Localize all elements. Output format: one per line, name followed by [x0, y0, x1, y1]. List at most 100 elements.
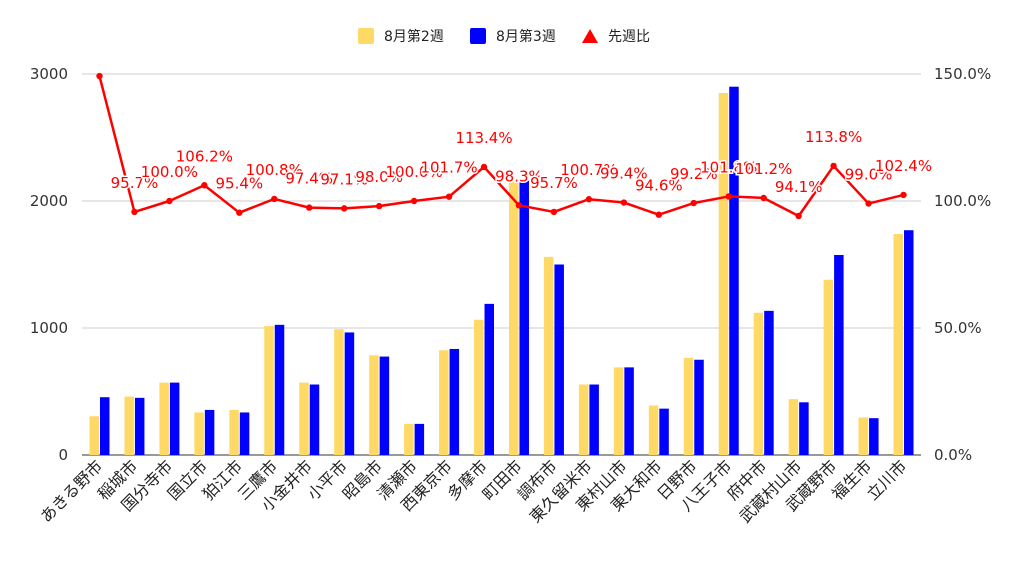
- ratio-data-label: 95.7%: [111, 174, 159, 192]
- bar-week2: [788, 399, 799, 455]
- legend-label: 8月第3週: [496, 28, 556, 45]
- ratio-data-label: 98.0%: [355, 168, 403, 186]
- ratio-point: [620, 199, 628, 206]
- ratio-data-label: 99.0%: [845, 166, 893, 184]
- bar-week2: [543, 256, 554, 455]
- bar-week2: [683, 357, 694, 455]
- gridlines: [82, 73, 921, 456]
- legend-triangle-icon: [582, 29, 598, 43]
- legend-label: 8月第2週: [384, 28, 444, 45]
- bar-week2: [613, 367, 624, 455]
- bar-week3: [624, 367, 634, 455]
- y-left-tick-label: 3000: [30, 65, 68, 83]
- bar-week2: [159, 382, 169, 455]
- ratio-point: [480, 163, 488, 171]
- bar-week2: [404, 423, 414, 455]
- bar-week2: [89, 416, 99, 455]
- bar-week3: [134, 397, 145, 455]
- ratio-data-label: 113.8%: [805, 128, 862, 146]
- bar-week3: [554, 264, 564, 455]
- bar-week2: [369, 355, 379, 455]
- ratio-data-label: 95.7%: [530, 174, 578, 192]
- bar-week2: [229, 409, 239, 455]
- ratio-data-label: 106.2%: [176, 147, 233, 165]
- ratio-data-label: 99.2%: [670, 165, 718, 183]
- ratio-point: [725, 193, 732, 200]
- legend-swatch: [470, 28, 486, 44]
- bar-week3: [834, 254, 844, 455]
- ratio-data-label: 97.1%: [320, 170, 368, 188]
- ratio-data-label: 97.4%: [285, 170, 333, 188]
- ratio-point: [236, 209, 243, 216]
- y-right-tick-label: 150.0%: [934, 65, 991, 83]
- ratio-point: [795, 212, 802, 220]
- category-labels: あきる野市稲城市国分寺市国立市狛江市三鷹市小金井市小平市昭島市清瀬市西東京市多摩…: [37, 456, 911, 526]
- ratio-point: [830, 162, 837, 170]
- ratio-point: [96, 72, 103, 80]
- ratio-data-label: 95.4%: [215, 175, 263, 193]
- bar-week3: [344, 332, 355, 455]
- ratio-point: [550, 208, 558, 216]
- bar-week3: [99, 397, 110, 455]
- bar-week2: [823, 279, 834, 455]
- x-category-label: 立川市: [863, 456, 910, 503]
- ratio-point: [166, 197, 173, 205]
- bar-week2: [648, 405, 659, 455]
- ratio-data-label: 101.7%: [420, 159, 477, 177]
- bar-week3: [484, 303, 495, 455]
- bar-week3: [799, 402, 809, 455]
- bar-week3: [904, 230, 914, 455]
- y-right-tick-label: 50.0%: [934, 319, 982, 337]
- ratio-point: [375, 202, 383, 210]
- legend: 8月第2週 8月第3週 先週比: [358, 28, 650, 45]
- ratio-data-label: 100.8%: [246, 161, 303, 179]
- ratio-point: [655, 211, 663, 218]
- ratio-data-label: 100.7%: [560, 161, 617, 179]
- ratio-point: [515, 202, 523, 209]
- bar-week3: [659, 408, 669, 455]
- ratio-data-label: 94.6%: [635, 177, 683, 195]
- ratio-data-label: 113.4%: [455, 129, 512, 147]
- bar-week2: [194, 412, 204, 455]
- ratio-point: [900, 191, 907, 199]
- ratio-line: 95.7%100.0%106.2%95.4%100.8%97.4%97.1%98…: [96, 72, 934, 220]
- bar-week3: [449, 348, 460, 455]
- bar-week3: [239, 412, 250, 455]
- y-left-tick-label: 2000: [30, 192, 68, 210]
- ratio-point: [585, 196, 593, 203]
- ratio-data-label: 99.4%: [600, 165, 648, 183]
- ratio-data-label: 98.3%: [495, 167, 543, 185]
- bar-week3: [764, 310, 774, 455]
- bar-week2: [718, 93, 729, 456]
- bar-week3: [274, 324, 285, 455]
- ratio-point: [410, 197, 418, 205]
- legend-label: 先週比: [608, 29, 650, 45]
- y-right-tick-label: 0.0%: [934, 446, 972, 464]
- bar-week2: [439, 350, 449, 455]
- ratio-data-label: 100.0%: [141, 163, 198, 181]
- y-left-tick-label: 1000: [30, 319, 68, 337]
- bar-week3: [379, 356, 390, 455]
- ratio-data-label: 101.8%: [700, 158, 757, 176]
- bars: [89, 86, 914, 456]
- bar-week2: [753, 312, 764, 455]
- ratio-data-label: 100.0%: [386, 163, 443, 181]
- ratio-data-label: 101.2%: [735, 160, 792, 178]
- ratio-point: [865, 200, 872, 207]
- y-left-tick-label: 0: [58, 446, 68, 464]
- y-right-tick-label: 100.0%: [934, 192, 991, 210]
- ratio-point: [445, 193, 453, 200]
- bar-week2: [578, 384, 589, 455]
- bar-week3: [869, 418, 879, 455]
- ratio-point: [340, 205, 348, 212]
- bar-week2: [334, 329, 344, 455]
- bar-week3: [169, 382, 180, 455]
- bar-week3: [729, 86, 739, 455]
- bar-week2: [858, 417, 869, 455]
- bar-week2: [893, 234, 904, 455]
- bar-week2: [474, 319, 484, 455]
- bar-week3: [519, 180, 529, 455]
- ratio-data-label: 102.4%: [875, 157, 932, 175]
- bar-week3: [694, 359, 704, 455]
